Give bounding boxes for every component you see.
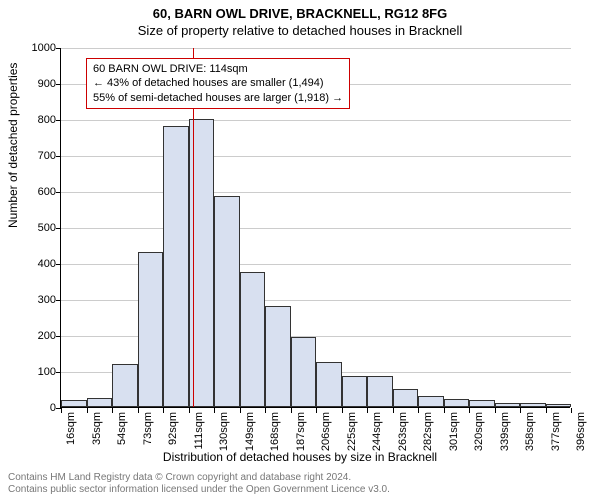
x-tick-mark bbox=[265, 408, 266, 413]
gridline bbox=[61, 228, 571, 229]
histogram-bar bbox=[444, 399, 470, 407]
histogram-bar bbox=[393, 389, 419, 407]
chart-container: 0100200300400500600700800900100016sqm35s… bbox=[60, 48, 570, 408]
y-tick-label: 0 bbox=[16, 402, 56, 414]
x-tick-label: 73sqm bbox=[142, 412, 154, 445]
x-tick-label: 282sqm bbox=[422, 412, 434, 451]
chart-title-main: 60, BARN OWL DRIVE, BRACKNELL, RG12 8FG bbox=[0, 0, 600, 21]
histogram-bar bbox=[61, 400, 87, 407]
x-tick-label: 301sqm bbox=[448, 412, 460, 451]
x-tick-label: 149sqm bbox=[244, 412, 256, 451]
x-tick-mark bbox=[571, 408, 572, 413]
y-tick-label: 100 bbox=[16, 366, 56, 378]
x-tick-mark bbox=[316, 408, 317, 413]
gridline bbox=[61, 156, 571, 157]
y-tick-mark bbox=[56, 300, 61, 301]
x-tick-label: 396sqm bbox=[575, 412, 587, 451]
x-tick-mark bbox=[61, 408, 62, 413]
histogram-bar bbox=[87, 398, 113, 407]
x-tick-mark bbox=[520, 408, 521, 413]
y-tick-label: 300 bbox=[16, 294, 56, 306]
y-tick-label: 500 bbox=[16, 222, 56, 234]
histogram-bar bbox=[291, 337, 317, 407]
y-tick-label: 1000 bbox=[16, 42, 56, 54]
histogram-bar bbox=[112, 364, 138, 407]
y-tick-mark bbox=[56, 228, 61, 229]
x-tick-label: 111sqm bbox=[193, 412, 205, 450]
y-tick-mark bbox=[56, 48, 61, 49]
x-tick-label: 358sqm bbox=[524, 412, 536, 451]
histogram-bar bbox=[546, 404, 572, 407]
histogram-bar bbox=[495, 403, 521, 407]
y-tick-label: 200 bbox=[16, 330, 56, 342]
x-tick-mark bbox=[163, 408, 164, 413]
histogram-bar bbox=[265, 306, 291, 407]
x-tick-label: 92sqm bbox=[167, 412, 179, 445]
annotation-line: ← 43% of detached houses are smaller (1,… bbox=[93, 76, 343, 90]
annotation-box: 60 BARN OWL DRIVE: 114sqm← 43% of detach… bbox=[86, 58, 350, 109]
footer-attribution: Contains HM Land Registry data © Crown c… bbox=[8, 472, 390, 496]
y-tick-label: 800 bbox=[16, 114, 56, 126]
histogram-bar bbox=[367, 376, 393, 407]
y-tick-mark bbox=[56, 264, 61, 265]
x-tick-mark bbox=[546, 408, 547, 413]
histogram-bar bbox=[418, 396, 444, 407]
chart-title-sub: Size of property relative to detached ho… bbox=[0, 21, 600, 38]
footer-line1: Contains HM Land Registry data © Crown c… bbox=[8, 472, 390, 484]
x-tick-mark bbox=[367, 408, 368, 413]
y-tick-mark bbox=[56, 372, 61, 373]
x-tick-mark bbox=[189, 408, 190, 413]
x-tick-mark bbox=[291, 408, 292, 413]
x-tick-mark bbox=[444, 408, 445, 413]
histogram-bar bbox=[520, 403, 546, 407]
x-tick-mark bbox=[393, 408, 394, 413]
x-tick-mark bbox=[112, 408, 113, 413]
x-tick-label: 320sqm bbox=[473, 412, 485, 451]
y-tick-mark bbox=[56, 84, 61, 85]
x-tick-mark bbox=[469, 408, 470, 413]
footer-line2: Contains public sector information licen… bbox=[8, 484, 390, 496]
x-tick-mark bbox=[87, 408, 88, 413]
y-tick-label: 400 bbox=[16, 258, 56, 270]
x-tick-label: 16sqm bbox=[65, 412, 77, 445]
histogram-bar bbox=[240, 272, 266, 407]
x-tick-label: 130sqm bbox=[218, 412, 230, 451]
x-tick-label: 225sqm bbox=[346, 412, 358, 451]
x-tick-mark bbox=[138, 408, 139, 413]
y-tick-label: 900 bbox=[16, 78, 56, 90]
x-tick-label: 339sqm bbox=[499, 412, 511, 451]
histogram-bar bbox=[138, 252, 164, 407]
x-tick-label: 377sqm bbox=[550, 412, 562, 451]
y-tick-mark bbox=[56, 120, 61, 121]
x-tick-label: 35sqm bbox=[91, 412, 103, 445]
gridline bbox=[61, 120, 571, 121]
x-tick-mark bbox=[418, 408, 419, 413]
x-tick-label: 244sqm bbox=[371, 412, 383, 451]
x-axis-label: Distribution of detached houses by size … bbox=[0, 450, 600, 464]
x-tick-mark bbox=[214, 408, 215, 413]
gridline bbox=[61, 48, 571, 49]
y-tick-mark bbox=[56, 336, 61, 337]
histogram-bar bbox=[163, 126, 189, 407]
x-tick-label: 187sqm bbox=[295, 412, 307, 451]
y-tick-label: 700 bbox=[16, 150, 56, 162]
x-tick-label: 206sqm bbox=[320, 412, 332, 451]
x-tick-label: 263sqm bbox=[397, 412, 409, 451]
x-tick-label: 54sqm bbox=[116, 412, 128, 445]
x-tick-mark bbox=[495, 408, 496, 413]
y-tick-mark bbox=[56, 156, 61, 157]
plot-area: 0100200300400500600700800900100016sqm35s… bbox=[60, 48, 570, 408]
histogram-bar bbox=[316, 362, 342, 407]
x-tick-label: 168sqm bbox=[269, 412, 281, 451]
histogram-bar bbox=[342, 376, 368, 407]
gridline bbox=[61, 192, 571, 193]
annotation-line: 60 BARN OWL DRIVE: 114sqm bbox=[93, 62, 343, 76]
y-tick-label: 600 bbox=[16, 186, 56, 198]
annotation-line: 55% of semi-detached houses are larger (… bbox=[93, 91, 343, 105]
y-tick-mark bbox=[56, 192, 61, 193]
x-tick-mark bbox=[342, 408, 343, 413]
x-tick-mark bbox=[240, 408, 241, 413]
histogram-bar bbox=[214, 196, 240, 407]
histogram-bar bbox=[469, 400, 495, 407]
